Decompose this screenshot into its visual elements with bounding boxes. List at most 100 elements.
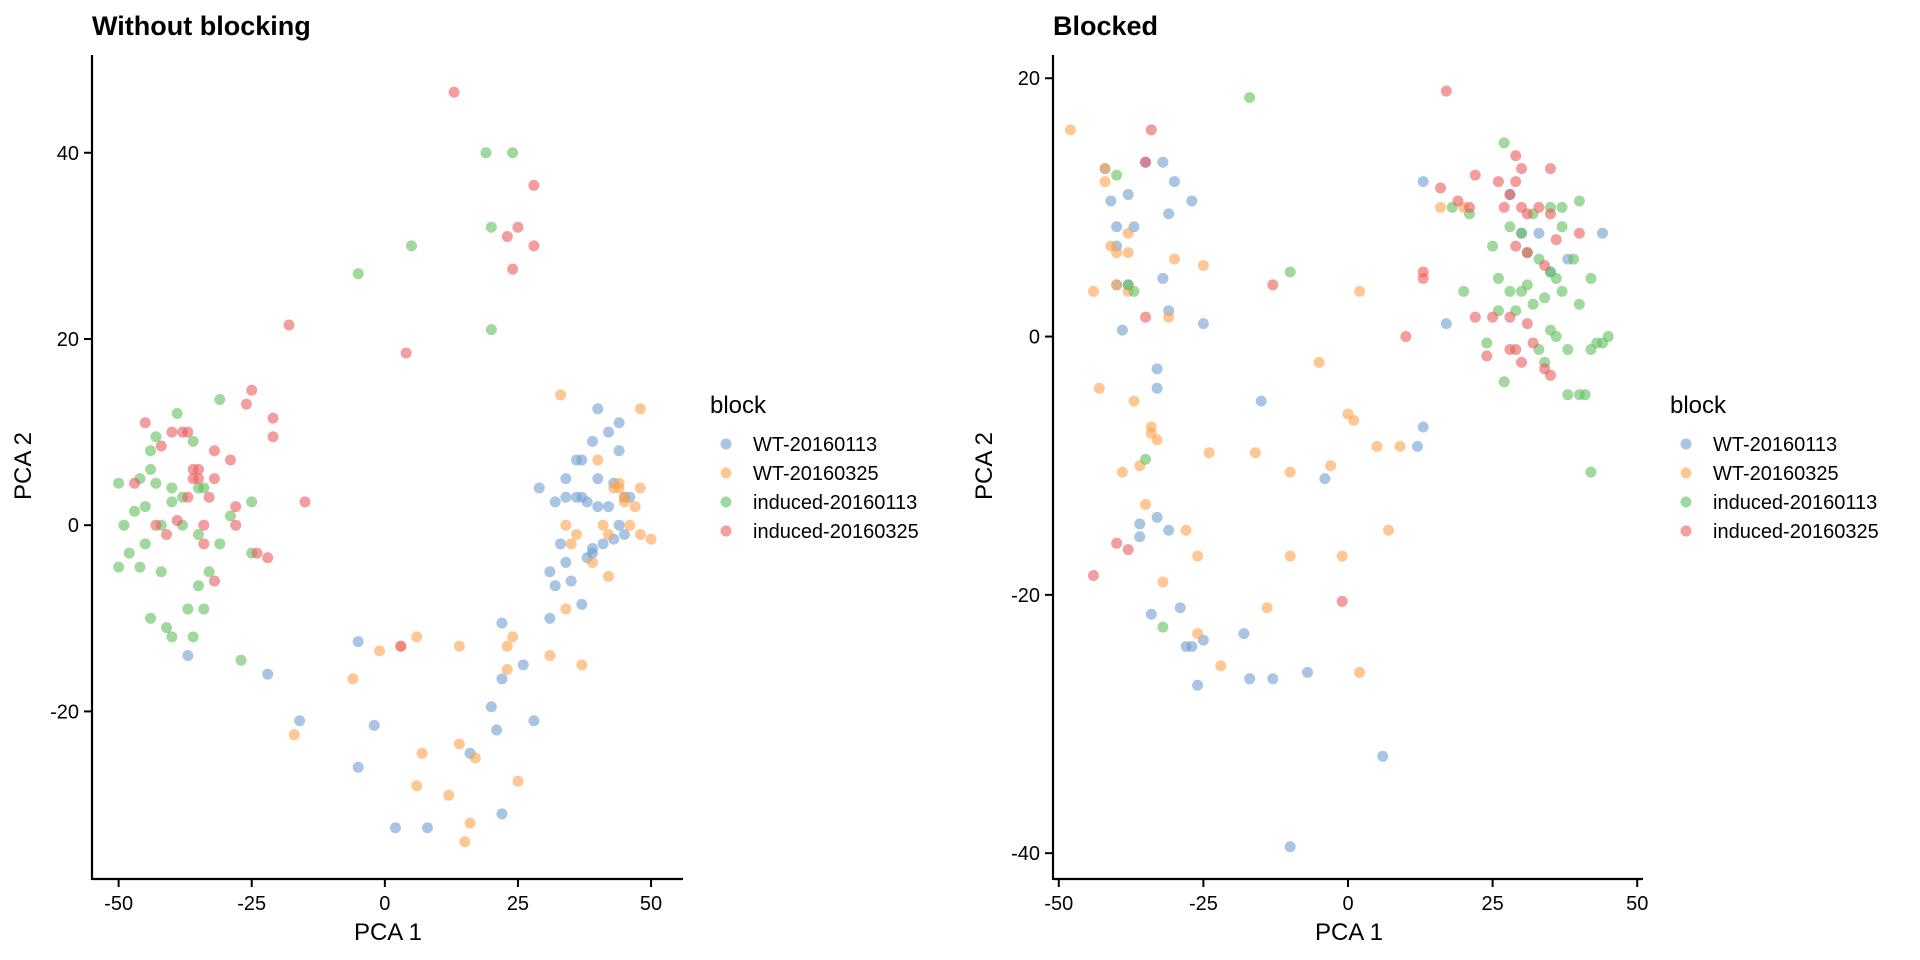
x-tick-label: -25 xyxy=(237,893,266,915)
legend-swatch-wt-20160113 xyxy=(1680,438,1692,450)
point-induced-20160113 xyxy=(1556,221,1568,233)
point-induced-20160325 xyxy=(1435,182,1447,194)
point-induced-20160325 xyxy=(1140,156,1152,168)
point-induced-20160113 xyxy=(1568,253,1580,265)
point-induced-20160325 xyxy=(1400,331,1412,343)
point-induced-20160113 xyxy=(507,147,519,159)
point-induced-20160325 xyxy=(1492,176,1504,188)
legend-swatch-wt-20160113 xyxy=(720,438,732,450)
point-wt-20160113 xyxy=(560,556,572,568)
point-wt-20160325 xyxy=(1163,311,1175,323)
point-induced-20160113 xyxy=(1487,240,1499,252)
point-induced-20160113 xyxy=(246,496,258,508)
point-induced-20160113 xyxy=(1579,389,1591,401)
point-wt-20160113 xyxy=(1157,156,1169,168)
legend-label-induced-20160113: induced-20160113 xyxy=(1713,492,1877,514)
point-induced-20160113 xyxy=(1140,453,1152,465)
point-induced-20160325 xyxy=(1533,201,1545,213)
point-wt-20160113 xyxy=(1151,363,1163,375)
point-wt-20160113 xyxy=(1267,673,1279,685)
point-wt-20160325 xyxy=(411,631,423,643)
point-induced-20160113 xyxy=(198,603,210,615)
point-induced-20160113 xyxy=(139,538,151,550)
point-wt-20160113 xyxy=(549,496,561,508)
point-wt-20160325 xyxy=(1192,628,1204,640)
point-wt-20160113 xyxy=(1151,511,1163,523)
point-wt-20160325 xyxy=(597,519,609,531)
point-induced-20160325 xyxy=(208,445,220,457)
point-induced-20160113 xyxy=(134,561,146,573)
points xyxy=(1064,85,1614,853)
point-wt-20160325 xyxy=(453,640,465,652)
x-tick-label: -50 xyxy=(1044,893,1073,915)
points xyxy=(113,86,657,848)
point-induced-20160325 xyxy=(1510,150,1522,162)
point-induced-20160325 xyxy=(182,426,194,438)
point-wt-20160113 xyxy=(581,496,593,508)
ticks: -50 -25 0 25 50 -20 0 20 40 xyxy=(50,143,662,915)
panel-without-blocking: Without blocking -50 -25 0 25 50 -20 0 20 40 PCA… xyxy=(10,11,919,946)
point-wt-20160113 xyxy=(1417,421,1429,433)
point-induced-20160113 xyxy=(1157,621,1169,633)
point-wt-20160113 xyxy=(496,673,508,685)
point-induced-20160325 xyxy=(1504,311,1516,323)
point-induced-20160113 xyxy=(480,147,492,159)
point-induced-20160113 xyxy=(192,580,204,592)
point-induced-20160325 xyxy=(1550,234,1562,246)
point-wt-20160113 xyxy=(1163,524,1175,536)
point-induced-20160325 xyxy=(1122,544,1134,556)
legend: block WT-20160113 WT-20160325 induced-20… xyxy=(1670,392,1879,543)
point-wt-20160325 xyxy=(618,496,630,508)
point-wt-20160325 xyxy=(1348,415,1360,427)
point-induced-20160113 xyxy=(150,477,162,489)
point-wt-20160113 xyxy=(1238,628,1250,640)
point-induced-20160325 xyxy=(1498,201,1510,213)
legend-swatch-wt-20160325 xyxy=(1680,467,1692,479)
point-induced-20160325 xyxy=(129,477,141,489)
point-wt-20160113 xyxy=(352,761,364,773)
legend-swatch-induced-20160325 xyxy=(1680,525,1692,537)
point-wt-20160325 xyxy=(416,747,428,759)
point-wt-20160113 xyxy=(1145,608,1157,620)
point-wt-20160113 xyxy=(1284,841,1296,853)
legend-swatch-induced-20160113 xyxy=(720,496,732,508)
point-induced-20160325 xyxy=(1544,208,1556,220)
point-wt-20160113 xyxy=(586,435,598,447)
point-induced-20160325 xyxy=(182,491,194,503)
point-induced-20160325 xyxy=(507,263,519,275)
legend-title: block xyxy=(1670,392,1727,419)
point-wt-20160325 xyxy=(602,570,614,582)
point-induced-20160325 xyxy=(1510,176,1522,188)
point-induced-20160325 xyxy=(171,515,183,527)
point-wt-20160113 xyxy=(528,715,540,727)
point-wt-20160325 xyxy=(1394,440,1406,452)
point-wt-20160113 xyxy=(485,701,497,713)
point-induced-20160113 xyxy=(1585,272,1597,284)
point-induced-20160113 xyxy=(1573,298,1585,310)
x-tick-label: 50 xyxy=(640,893,662,915)
point-wt-20160113 xyxy=(1157,272,1169,284)
x-tick-label: -50 xyxy=(104,893,133,915)
point-induced-20160113 xyxy=(198,482,210,494)
point-induced-20160113 xyxy=(161,622,173,634)
point-wt-20160325 xyxy=(1313,356,1325,368)
point-wt-20160325 xyxy=(1435,201,1447,213)
point-induced-20160325 xyxy=(192,473,204,485)
point-induced-20160113 xyxy=(1458,285,1470,297)
point-induced-20160325 xyxy=(501,231,513,243)
point-induced-20160113 xyxy=(187,631,199,643)
point-induced-20160113 xyxy=(405,240,417,252)
legend-label-wt-20160113: WT-20160113 xyxy=(753,434,877,456)
point-induced-20160113 xyxy=(352,268,364,280)
point-wt-20160325 xyxy=(453,738,465,750)
point-induced-20160113 xyxy=(1550,272,1562,284)
point-induced-20160325 xyxy=(161,529,173,541)
point-wt-20160113 xyxy=(1122,188,1134,200)
legend-swatch-induced-20160325 xyxy=(720,525,732,537)
point-wt-20160325 xyxy=(1099,163,1111,175)
point-induced-20160113 xyxy=(1498,376,1510,388)
point-wt-20160325 xyxy=(1111,247,1123,259)
y-tick-label: -40 xyxy=(1011,843,1040,865)
point-wt-20160325 xyxy=(1284,466,1296,478)
point-wt-20160113 xyxy=(1411,440,1423,452)
